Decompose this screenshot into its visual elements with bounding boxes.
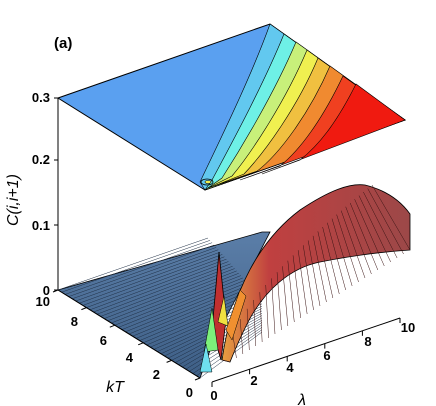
mesh-line: [100, 265, 233, 317]
mesh-line: [75, 249, 219, 302]
y-tick-label: 2: [153, 367, 160, 382]
mesh-line: [128, 284, 250, 335]
mesh-line: [96, 263, 231, 315]
y-tick: [166, 359, 172, 363]
y-tick-label: 10: [36, 294, 50, 309]
mesh-line: [282, 266, 289, 327]
mesh-line: [82, 254, 223, 306]
panel-label: (a): [54, 35, 72, 52]
y-tick: [52, 289, 59, 293]
surface-orange-band: [225, 289, 247, 341]
y-tick: [194, 377, 201, 381]
mesh-line: [312, 235, 327, 303]
mesh-line: [367, 188, 404, 255]
y-tick: [138, 342, 144, 346]
y-tick: [109, 324, 115, 328]
mesh-line: [68, 244, 215, 297]
z-axis-title: C(i,i+1): [5, 174, 22, 226]
y-tick-label: 4: [126, 350, 134, 365]
x-tick-label: 4: [286, 360, 294, 375]
mesh-line: [61, 240, 211, 293]
mesh-line: [239, 318, 244, 355]
mesh-line: [104, 268, 235, 319]
mesh-line: [331, 218, 353, 287]
mesh-line: [307, 240, 321, 307]
mesh-line: [259, 292, 263, 343]
contour-small-loop-inner: [204, 180, 212, 184]
mesh-line: [292, 255, 301, 319]
mesh-line: [125, 282, 248, 333]
contour-small-loop: [200, 178, 214, 186]
y-tick-marks: [52, 289, 201, 381]
surface-ridge: [221, 184, 411, 363]
surface-spike-green: [203, 307, 219, 353]
mesh-line: [72, 247, 217, 300]
mesh-line: [358, 195, 391, 263]
mesh-line: [317, 231, 334, 299]
mesh-line: [265, 284, 269, 339]
mesh-line: [79, 251, 221, 304]
mesh-line: [276, 272, 282, 331]
mesh-line: [340, 210, 366, 279]
y-axis-line: [57, 289, 201, 379]
mesh-line: [327, 222, 346, 291]
mesh-line: [354, 199, 385, 267]
mesh-line: [297, 250, 308, 315]
surface: [57, 184, 411, 379]
mesh-line: [363, 191, 398, 259]
mesh-line: [57, 237, 209, 291]
mesh-line: [65, 242, 213, 295]
x-tick-label: 6: [323, 348, 330, 363]
mesh-line: [302, 245, 314, 311]
mesh-line: [93, 261, 229, 313]
mesh-line: [246, 308, 250, 351]
ridge-mesh-lines: [221, 184, 411, 363]
mesh-line: [322, 226, 340, 295]
x-tick-marks: [211, 318, 401, 387]
z-tick-label: 0.3: [32, 90, 50, 105]
contour-band-8: [261, 83, 406, 175]
y-tick-label: 0: [186, 385, 193, 400]
mesh-line: [253, 299, 256, 347]
mesh-line: [132, 287, 252, 337]
mesh-line: [345, 206, 372, 275]
mesh-line: [136, 289, 254, 339]
y-tick-label: 8: [71, 314, 78, 329]
surface-spike-cyan: [199, 343, 213, 373]
x-tick-label: 2: [250, 373, 257, 388]
z-tick-label: 0.1: [32, 218, 50, 233]
mesh-line: [287, 260, 295, 323]
x-axis-title: λ: [297, 392, 306, 406]
z-tick-marks: [54, 97, 58, 291]
z-tick-label: 0.2: [32, 152, 50, 167]
mesh-line: [121, 280, 245, 330]
y-tick-label: 6: [100, 333, 107, 348]
mesh-line: [349, 202, 379, 271]
y-axis-title: kT: [106, 379, 125, 396]
mesh-line: [86, 256, 225, 308]
x-axis-line: [211, 317, 401, 383]
mesh-line: [221, 359, 231, 363]
mesh-line: [336, 214, 359, 283]
y-tick: [81, 307, 87, 311]
surface-spike-yellow: [217, 295, 229, 327]
contour-projection: [56, 23, 407, 191]
x-tick-label: 10: [401, 320, 415, 335]
mesh-line: [89, 258, 227, 311]
x-tick-label: 0: [210, 388, 217, 403]
z-tick-label: 0: [43, 283, 50, 298]
mesh-line: [107, 270, 237, 322]
mesh-line: [371, 184, 411, 251]
mesh-line: [271, 278, 276, 335]
x-tick-label: 8: [364, 334, 371, 349]
